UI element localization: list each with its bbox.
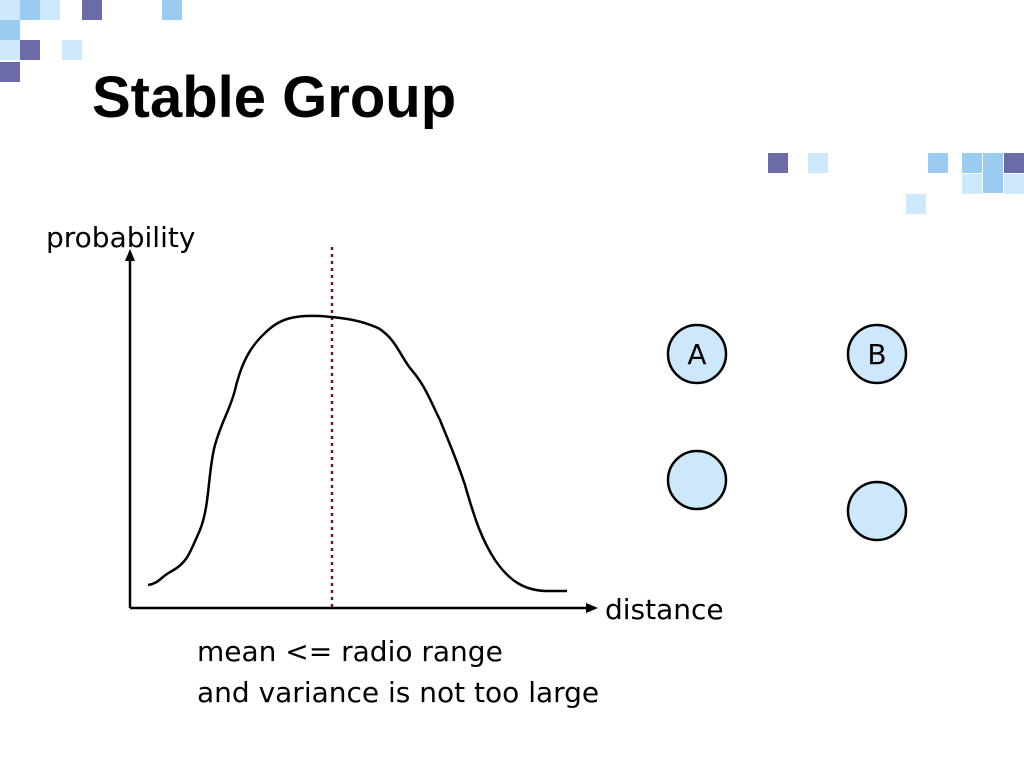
nodes — [666, 323, 908, 542]
decoration — [0, 0, 1024, 214]
slide-title: Stable Group — [92, 65, 456, 130]
caption: mean <= radio range — [197, 635, 503, 668]
node-label: A — [687, 338, 706, 371]
distribution-curve — [147, 314, 567, 593]
y-axis-label: probability — [46, 221, 195, 254]
arrow — [586, 603, 598, 613]
caption: and variance is not too large — [197, 676, 599, 709]
node — [846, 480, 908, 542]
x-axis-label: distance — [605, 593, 724, 626]
node — [846, 323, 908, 385]
node — [666, 323, 728, 385]
plot — [125, 247, 598, 613]
arrow — [125, 249, 135, 261]
node-label: B — [867, 338, 886, 371]
node — [666, 449, 728, 511]
